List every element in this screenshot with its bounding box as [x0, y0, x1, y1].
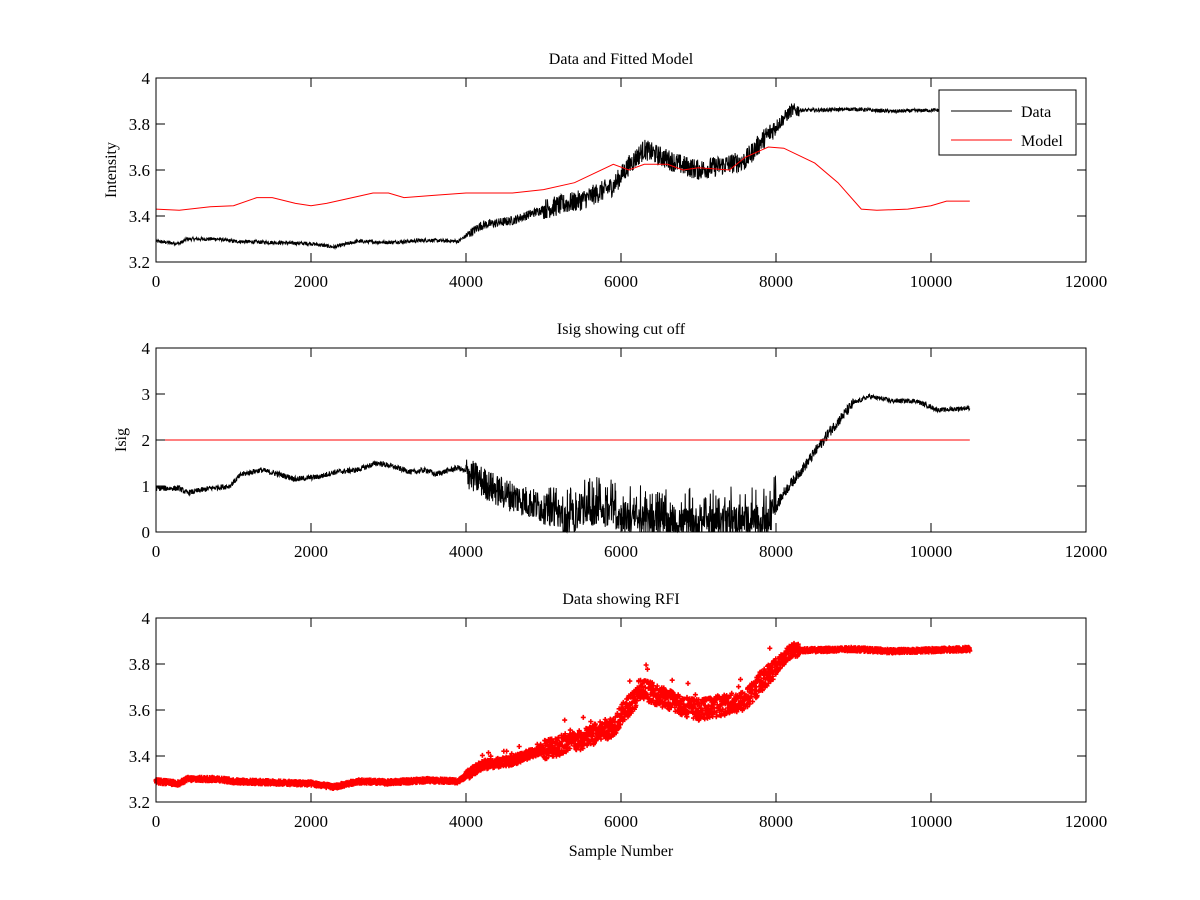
- x-tick-label: 2000: [294, 542, 328, 561]
- y-tick-label: 3.8: [129, 655, 150, 674]
- axes-layer: 0 2000 4000 6000 8000 10000 12000 0 1 2 3 4: [142, 339, 1108, 561]
- series-line-model: [155, 146, 970, 211]
- y-tick-label: 3.4: [129, 747, 151, 766]
- series-layer: [155, 103, 971, 251]
- x-tick-label: 6000: [604, 812, 638, 831]
- x-tick-label: 12000: [1065, 812, 1108, 831]
- axes-layer: 0 2000 4000 6000 8000 10000 12000 3.2 3.4 3.6 3.8 4: [129, 69, 1108, 291]
- series-layer: [155, 392, 971, 534]
- y-tick-label: 4: [142, 339, 151, 358]
- panel-data-fitted-model: Data and Fitted Model Intensity 0 2000 400…: [103, 51, 1107, 291]
- x-tick-label: 2000: [294, 812, 328, 831]
- y-tick-label: 2: [142, 431, 151, 450]
- x-tick-label: 8000: [759, 812, 793, 831]
- series-line-isig: [155, 392, 971, 534]
- x-tick-label: 4000: [449, 542, 483, 561]
- x-tick-label: 2000: [294, 272, 328, 291]
- y-tick-label: 3.4: [129, 207, 151, 226]
- panel-data-rfi: Data showing RFI Sample Number 0 2000 4000…: [129, 591, 1108, 860]
- y-tick-label: 3.2: [129, 793, 150, 812]
- series-layer: [153, 640, 973, 791]
- x-tick-label: 12000: [1065, 542, 1108, 561]
- x-tick-label: 12000: [1065, 272, 1108, 291]
- marker-points: [153, 640, 973, 791]
- axes-layer: 0 2000 4000 6000 8000 10000 12000 3.2 3.4 3.6 3.8 4: [129, 609, 1108, 831]
- y-tick-label: 3: [142, 385, 151, 404]
- legend-box: [938, 89, 1077, 156]
- y-tick-label: 3.6: [129, 701, 150, 720]
- x-tick-label: 0: [152, 812, 161, 831]
- y-tick-label: 4: [142, 609, 151, 628]
- legend-label-data: Data: [1021, 104, 1051, 121]
- y-axis-label: Isig: [113, 428, 130, 452]
- x-tick-label: 4000: [449, 812, 483, 831]
- chart-title: Isig showing cut off: [557, 321, 686, 338]
- chart-title: Data and Fitted Model: [549, 51, 694, 68]
- x-tick-label: 6000: [604, 542, 638, 561]
- x-tick-label: 10000: [910, 272, 953, 291]
- chart-title: Data showing RFI: [562, 591, 679, 608]
- series-rfi-flagged-data: [153, 640, 973, 791]
- y-tick-label: 4: [142, 69, 151, 88]
- x-tick-label: 6000: [604, 272, 638, 291]
- x-tick-label: 10000: [910, 812, 953, 831]
- y-tick-label: 0: [142, 523, 151, 542]
- x-tick-label: 0: [152, 542, 161, 561]
- legend-label-model: Model: [1021, 133, 1063, 150]
- y-axis-label: Intensity: [103, 142, 120, 198]
- y-tick-label: 3.8: [129, 115, 150, 134]
- y-tick-label: 3.6: [129, 161, 150, 180]
- y-tick-label: 1: [142, 477, 151, 496]
- x-tick-label: 0: [152, 272, 161, 291]
- x-axis-label: Sample Number: [569, 843, 674, 860]
- x-tick-label: 10000: [910, 542, 953, 561]
- y-tick-label: 3.2: [129, 253, 150, 272]
- legend: Data Model: [938, 89, 1077, 156]
- x-tick-label: 8000: [759, 272, 793, 291]
- series-line-data: [155, 103, 971, 251]
- x-tick-label: 8000: [759, 542, 793, 561]
- panel-isig-cut-off: Isig showing cut off Isig 0 2000 4000 6000 8…: [113, 321, 1107, 561]
- x-tick-label: 4000: [449, 272, 483, 291]
